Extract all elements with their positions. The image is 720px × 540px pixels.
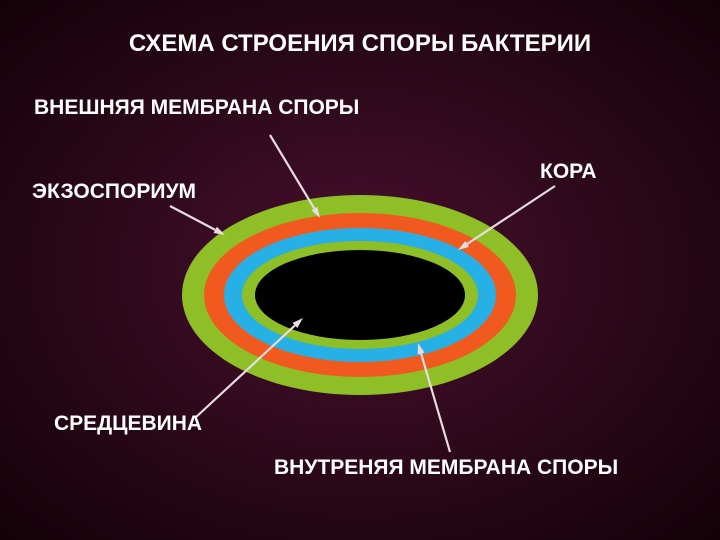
label-outer-membrane: ВНЕШНЯЯ МЕМБРАНА СПОРЫ xyxy=(34,96,359,120)
core-layer xyxy=(255,250,465,340)
label-inner-membrane: ВНУТРЕНЯЯ МЕМБРАНА СПОРЫ xyxy=(274,456,618,480)
label-cortex: КОРА xyxy=(540,160,596,184)
slide-root: СХЕМА СТРОЕНИЯ СПОРЫ БАКТЕРИИ ВНЕШНЯЯ МЕ… xyxy=(0,0,720,540)
arrow-exosporium xyxy=(170,206,225,235)
label-exosporium: ЭКЗОСПОРИУМ xyxy=(32,180,196,204)
label-core: СРЕДЦЕВИНА xyxy=(54,412,202,436)
